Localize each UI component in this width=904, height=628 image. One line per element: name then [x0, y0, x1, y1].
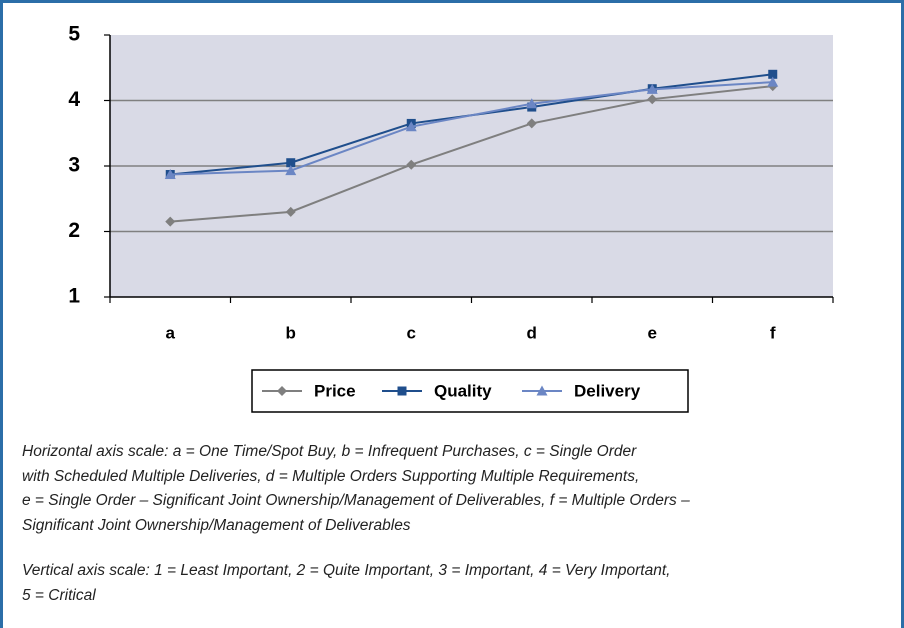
note-line: Horizontal axis scale: a = One Time/Spot… [22, 443, 637, 460]
x-tick-label: d [527, 323, 537, 342]
series-line [170, 81, 773, 176]
legend-box [251, 369, 689, 413]
note-line: with Scheduled Multiple Deliveries, d = … [22, 467, 640, 485]
x-tick-label: e [648, 323, 657, 342]
marker [405, 121, 417, 132]
y-tick-label: 2 [68, 219, 80, 242]
x-tick-label: a [166, 323, 176, 342]
marker [406, 159, 417, 170]
marker [768, 69, 778, 79]
marker [647, 94, 658, 105]
series-line [170, 85, 773, 223]
x-tick-label: f [770, 323, 776, 342]
x-tick-label: c [407, 323, 416, 342]
marker [646, 83, 658, 94]
y-tick-label: 4 [68, 88, 80, 111]
marker [397, 386, 407, 396]
legend-label: Delivery [574, 381, 641, 400]
marker [767, 76, 779, 87]
marker [526, 98, 538, 109]
legend-label: Price [314, 381, 356, 400]
y-tick-label: 3 [68, 154, 80, 177]
note-line: Vertical axis scale: 1 = Least Important… [22, 562, 671, 579]
note-line: Significant Joint Ownership/Management o… [22, 516, 411, 534]
marker [277, 386, 287, 396]
y-tick-label: 5 [68, 23, 80, 46]
marker [164, 169, 176, 180]
x-tick-label: b [286, 323, 296, 342]
note-paragraph: Vertical axis scale: 1 = Least Important… [22, 559, 670, 608]
y-tick-label: 1 [68, 285, 80, 308]
marker [286, 158, 296, 168]
marker [165, 216, 176, 227]
marker [285, 206, 296, 217]
legend-label: Quality [434, 381, 492, 400]
marker [285, 165, 297, 176]
note-line: e = Single Order – Significant Joint Own… [22, 492, 690, 509]
marker [526, 118, 537, 129]
note-paragraph: Horizontal axis scale: a = One Time/Spot… [22, 440, 690, 538]
marker [536, 385, 548, 396]
note-line: 5 = Critical [22, 586, 96, 604]
